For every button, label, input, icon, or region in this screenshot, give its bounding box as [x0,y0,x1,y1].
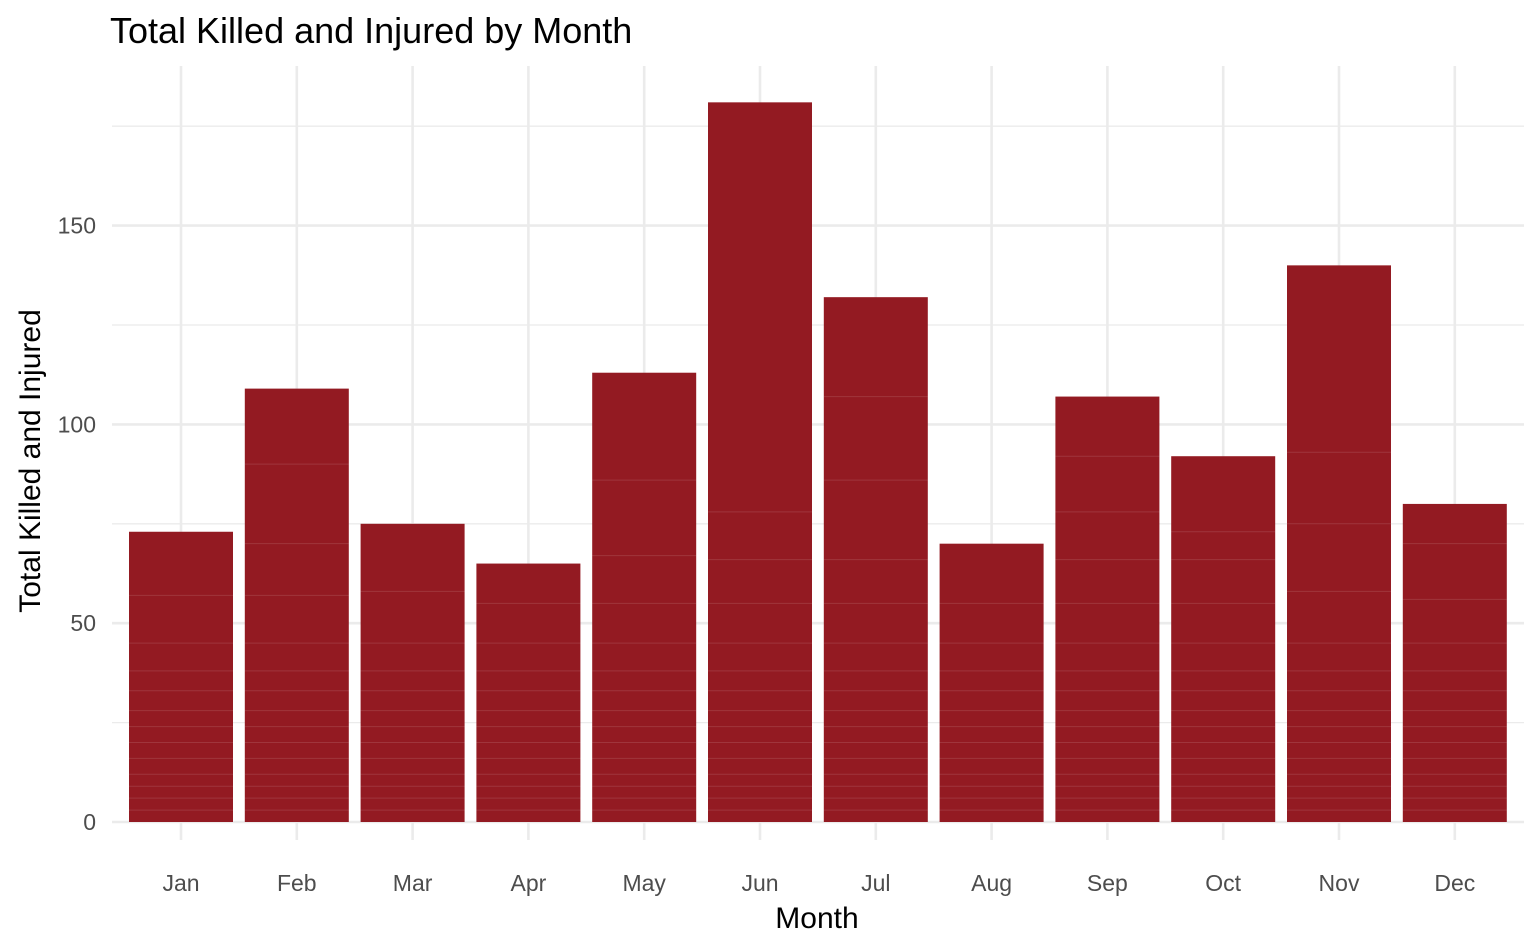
bar-dec [1402,503,1507,822]
bar-oct [1171,456,1276,822]
bar-rect [1287,265,1391,822]
bar-rect [1171,456,1276,822]
bar-rect [823,297,928,823]
x-tick-label-dec: Dec [1434,870,1475,896]
bar-rect [708,102,812,823]
x-tick-label-jan: Jan [162,870,199,896]
bar-feb [244,388,349,822]
bar-aug [939,543,1044,822]
x-axis-title: Month [775,902,858,935]
bar-rect [939,543,1044,822]
bars [129,102,1507,823]
bar-rect [1402,503,1507,822]
chart-title: Total Killed and Injured by Month [110,10,632,51]
x-tick-label-jun: Jun [741,870,778,896]
y-tick-label: 0 [83,809,96,835]
x-tick-label-mar: Mar [393,870,433,896]
x-tick-label-may: May [622,870,666,896]
bar-jun [708,102,812,823]
x-tick-label-oct: Oct [1205,870,1241,896]
bar-rect [1055,396,1160,822]
x-tick-label-apr: Apr [511,870,547,896]
y-axis-ticks: 0 50 100 150 [58,213,96,835]
bar-nov [1287,265,1391,822]
x-tick-label-feb: Feb [277,870,317,896]
x-tick-label-sep: Sep [1087,870,1128,896]
bar-may [592,372,697,822]
bar-sep [1055,396,1160,822]
bar-rect [476,563,581,822]
bar-jul [823,297,928,823]
y-axis-title: Total Killed and Injured [14,309,47,613]
y-tick-label: 100 [58,411,96,437]
x-tick-label-aug: Aug [971,870,1012,896]
x-tick-label-jul: Jul [861,870,890,896]
bar-rect [129,531,233,822]
x-axis-ticks: Jan Feb Mar Apr May Jun Jul Aug Sep Oct Nov Dec [162,870,1475,896]
bar-rect [360,523,465,822]
bar-mar [360,523,465,822]
x-tick-label-nov: Nov [1319,870,1360,896]
bar-jan [129,531,233,822]
y-tick-label: 50 [70,610,96,636]
bar-rect [592,372,697,822]
bar-apr [476,563,581,822]
y-tick-label: 150 [58,213,96,239]
bar-rect [244,388,349,822]
